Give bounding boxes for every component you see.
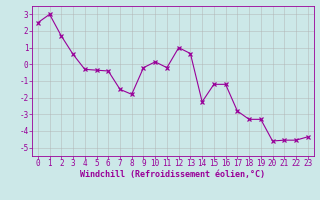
X-axis label: Windchill (Refroidissement éolien,°C): Windchill (Refroidissement éolien,°C) (80, 170, 265, 179)
